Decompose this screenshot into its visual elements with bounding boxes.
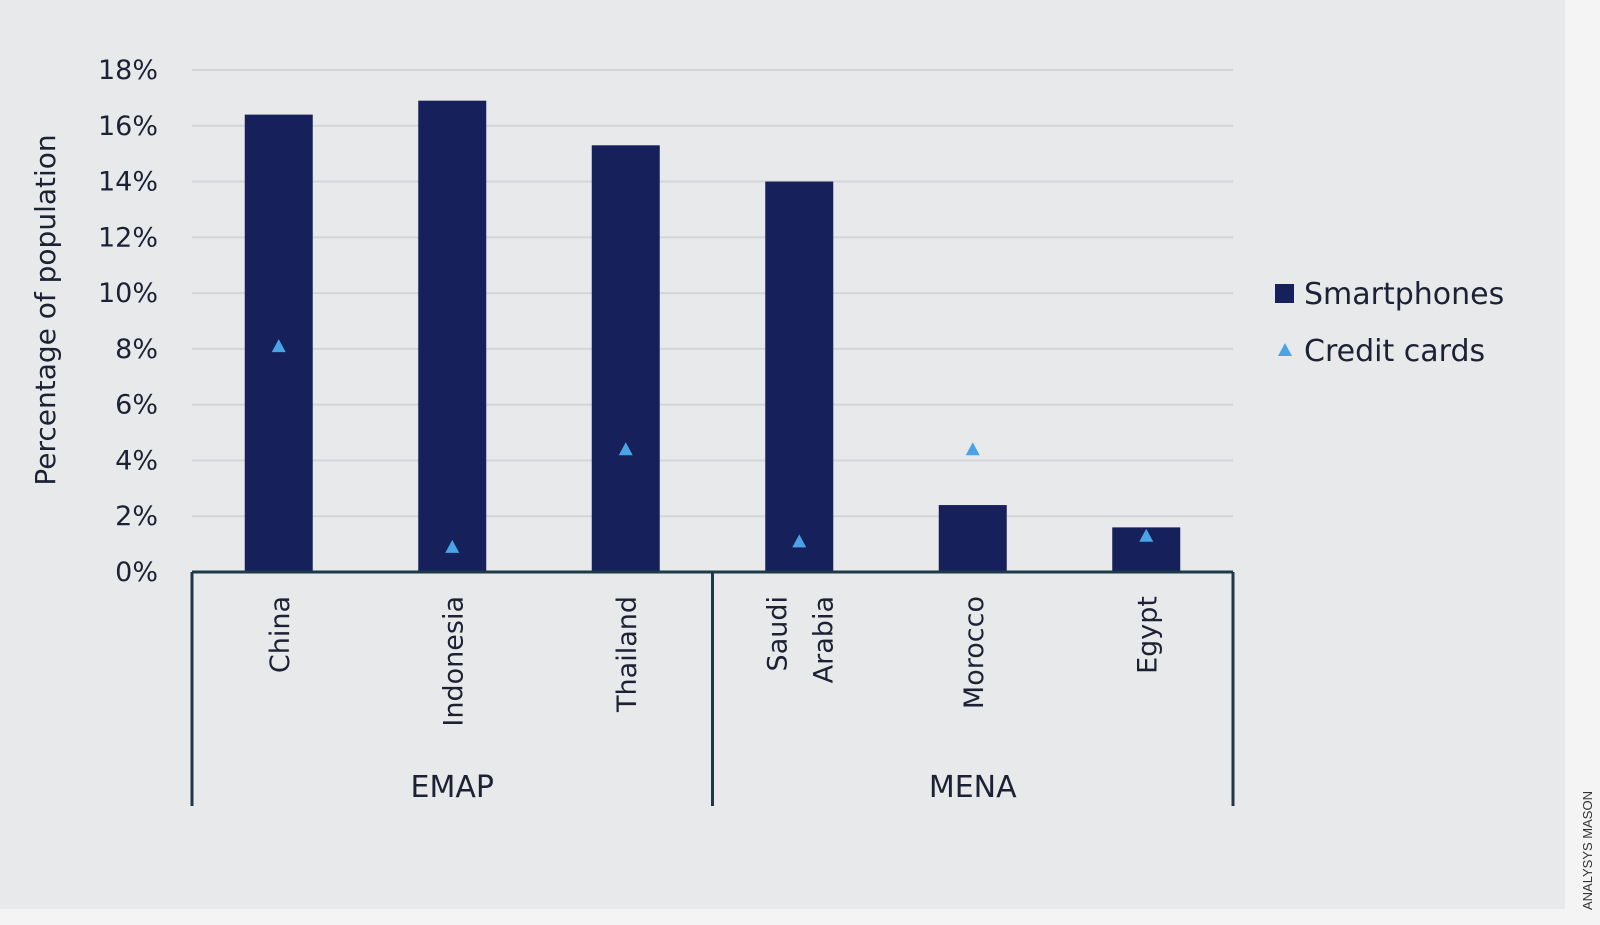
y-tick-label: 8%	[115, 334, 158, 365]
bar-smartphones	[418, 100, 487, 572]
y-tick-label: 10%	[98, 278, 158, 309]
y-tick-label: 16%	[98, 111, 158, 142]
source-credit: ANALYSYS MASON	[1572, 770, 1595, 910]
marker-credit-cards	[271, 339, 286, 353]
bar-chart: 0% 2% 4% 6% 8% 10% 12% 14% 16% 18% Percentage of …	[29, 55, 1504, 806]
marker-credit-cards	[965, 442, 980, 456]
category-label: Saudi	[762, 596, 793, 671]
category-label: Indonesia	[438, 596, 469, 727]
marker-credit-cards	[1139, 528, 1154, 542]
y-tick-label: 18%	[98, 55, 158, 86]
source-credit-text: ANALYSYS MASON	[1580, 791, 1595, 910]
y-tick-label: 12%	[98, 222, 158, 253]
category-axis	[190, 570, 1235, 806]
category-labels: China Indonesia Thailand Saudi Arabia Morocco…	[265, 596, 1164, 727]
marker-credit-cards	[792, 534, 807, 548]
marker-credit-cards	[445, 539, 460, 553]
chart-frame: 0% 2% 4% 6% 8% 10% 12% 14% 16% 18% Percentage of …	[0, 0, 1565, 909]
credit-card-markers	[271, 339, 1154, 553]
y-axis-ticks: 0% 2% 4% 6% 8% 10% 12% 14% 16% 18%	[98, 55, 158, 588]
legend: Smartphones Credit cards	[1275, 277, 1504, 369]
category-label: China	[265, 596, 296, 673]
group-label: MENA	[929, 770, 1017, 805]
category-label: Egypt	[1132, 596, 1163, 674]
category-label: Arabia	[808, 596, 839, 683]
smartphone-bars	[244, 100, 1181, 573]
legend-swatch-smartphones	[1275, 284, 1294, 303]
y-tick-label: 4%	[115, 445, 158, 476]
legend-label-credit-cards: Credit cards	[1304, 334, 1485, 369]
category-label: Thailand	[612, 596, 643, 713]
y-tick-label: 2%	[115, 501, 158, 532]
y-tick-label: 0%	[115, 557, 158, 588]
legend-label-smartphones: Smartphones	[1304, 277, 1504, 312]
legend-swatch-credit-cards	[1278, 343, 1292, 356]
y-tick-label: 14%	[98, 167, 158, 198]
group-labels: EMAP MENA	[411, 770, 1018, 805]
bar-smartphones	[591, 145, 660, 573]
group-label: EMAP	[411, 770, 494, 805]
y-tick-label: 6%	[115, 390, 158, 421]
bar-smartphones	[938, 505, 1007, 572]
marker-credit-cards	[618, 442, 633, 456]
bar-smartphones	[765, 181, 834, 573]
gridlines	[192, 69, 1233, 518]
y-axis-title: Percentage of population	[29, 134, 62, 485]
category-label: Morocco	[959, 596, 990, 709]
